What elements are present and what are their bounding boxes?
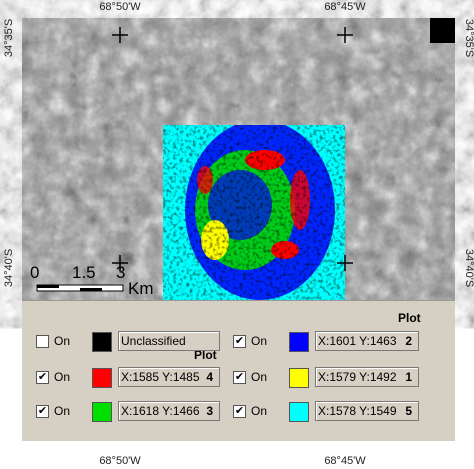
plot-number: 3 (206, 404, 213, 418)
legend-row: On Unclassified (36, 331, 232, 353)
plot-heading: Plot (398, 311, 421, 325)
scale-bar (36, 284, 124, 292)
checkbox[interactable]: ✔ (233, 335, 246, 348)
color-swatch (92, 402, 112, 422)
plot-number: 1 (405, 370, 412, 384)
checkbox[interactable]: ✔ (36, 371, 49, 384)
plot-number: 5 (405, 404, 412, 418)
scale-label: 0 (30, 263, 39, 282)
corner-shadow (430, 18, 455, 43)
toggle-label: On (54, 334, 71, 348)
coord-label: 34°40'S (463, 249, 474, 287)
color-swatch (289, 332, 309, 352)
color-swatch (92, 332, 112, 352)
toggle-label: On (251, 334, 268, 348)
class-label[interactable]: X:1585 Y:1485 4 (118, 367, 220, 387)
checkbox[interactable]: ✔ (233, 405, 246, 418)
coord-label: 34°40'S (3, 249, 15, 287)
toggle-label: On (54, 404, 71, 418)
toggle-label: On (251, 404, 268, 418)
graticule-crosses (112, 27, 353, 271)
class-label[interactable]: Unclassified (118, 331, 220, 351)
classified-area (163, 125, 345, 300)
legend-row: ✔ On X:1578 Y:1549 5 (233, 401, 429, 423)
plot-heading: Plot (194, 348, 217, 362)
class-label[interactable]: X:1618 Y:1466 3 (118, 401, 220, 421)
color-swatch (289, 368, 309, 388)
color-swatch (92, 368, 112, 388)
coord-label: 68°45'W (324, 1, 366, 13)
plot-number: 2 (405, 334, 412, 348)
coord-label: 34°35'S (3, 19, 15, 57)
toggle-label: On (251, 370, 268, 384)
legend-row: ✔ On X:1601 Y:1463 2 (233, 331, 429, 353)
legend-row: ✔ On X:1579 Y:1492 1 (233, 367, 429, 389)
coord-label: 68°45'W (324, 455, 366, 467)
plot-number: 4 (206, 370, 213, 384)
checkbox[interactable]: ✔ (233, 371, 246, 384)
checkbox[interactable] (36, 335, 49, 348)
class-label[interactable]: X:1601 Y:1463 2 (315, 331, 419, 351)
coord-label: 34°35'S (463, 19, 474, 57)
scale-label: 1.5 (72, 263, 96, 282)
scale-unit: Km (128, 279, 154, 298)
legend-row: ✔ On X:1618 Y:1466 3 (36, 401, 232, 423)
legend-row: ✔ On X:1585 Y:1485 4 (36, 367, 232, 389)
checkbox[interactable]: ✔ (36, 405, 49, 418)
scale-label: 3 (116, 263, 125, 282)
class-label[interactable]: X:1579 Y:1492 1 (315, 367, 419, 387)
color-swatch (289, 402, 309, 422)
legend-panel: Plot Plot On Unclassified ✔ On X:1585 Y:1485… (22, 300, 455, 441)
coord-label: 68°50'W (99, 1, 141, 13)
class-label[interactable]: X:1578 Y:1549 5 (315, 401, 419, 421)
toggle-label: On (54, 370, 71, 384)
coord-label: 68°50'W (99, 455, 141, 467)
